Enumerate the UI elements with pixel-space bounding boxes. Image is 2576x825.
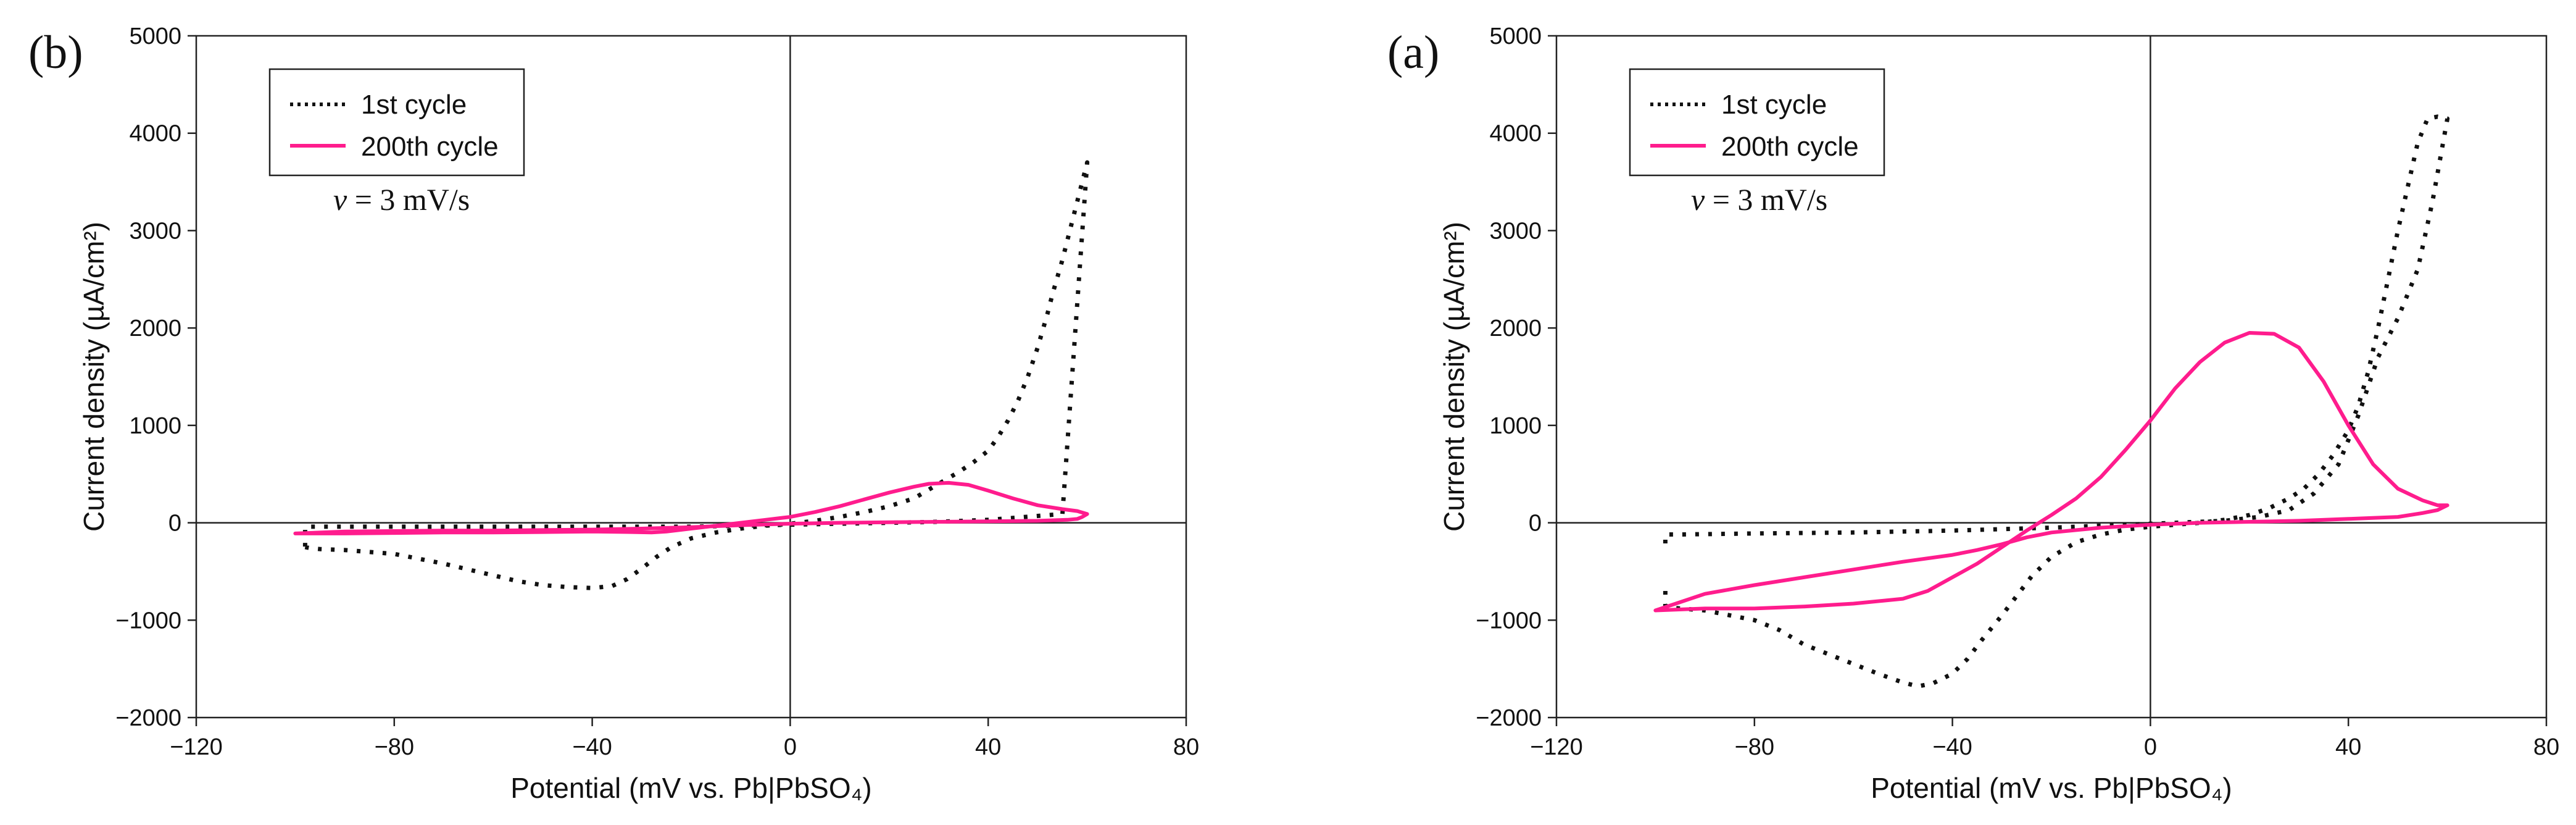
plot-frame xyxy=(195,35,1187,719)
x-tick-label: −40 xyxy=(572,734,612,760)
y-tick-label: 5000 xyxy=(1489,23,1542,49)
legend-box xyxy=(268,68,525,177)
series-first-cycle xyxy=(1663,114,2450,689)
y-tick-label: 5000 xyxy=(129,23,181,49)
y-axis-title: Current density (µA/cm²) xyxy=(78,222,110,532)
y-tick-label: 0 xyxy=(1529,511,1542,537)
y-tick-label: −1000 xyxy=(1476,608,1542,634)
legend-200th-cycle-label: 200th cycle xyxy=(361,132,499,162)
x-axis-title: Potential (mV vs. Pb|PbSO₄) xyxy=(1871,772,2232,804)
scan-rate-value: = 3 mV/s xyxy=(347,182,470,217)
plot-frame xyxy=(1555,35,2548,719)
series-first-cycle xyxy=(302,160,1090,590)
x-tick-label: −40 xyxy=(1932,734,1972,760)
y-tick-label: −1000 xyxy=(115,608,181,634)
x-tick-label: −80 xyxy=(375,734,414,760)
legend-first-cycle-label: 1st cycle xyxy=(1721,90,1827,120)
chart-panel-b: (b) −120 −80 −40 0 40 80 −2000 −1000 0 1000 2000 30… xyxy=(28,23,1199,804)
series-200th-cycle xyxy=(293,480,1089,535)
y-tick-label: 4000 xyxy=(129,121,181,147)
x-tick-label: 80 xyxy=(1173,734,1199,760)
legend-200th-cycle-label: 200th cycle xyxy=(1721,132,1859,162)
y-tick-label: 2000 xyxy=(129,316,181,341)
y-tick-label: 0 xyxy=(168,511,181,537)
x-axis-title: Potential (mV vs. Pb|PbSO₄) xyxy=(510,772,872,804)
y-tick-label: 1000 xyxy=(1489,413,1542,439)
x-tick-label: 0 xyxy=(2144,734,2157,760)
panel-label: (a) xyxy=(1387,27,1439,78)
chart-panel-a: (a) −120 −80 −40 0 40 80 −2000 −1000 0 1000 2000 30… xyxy=(1387,23,2559,804)
x-tick-label: 40 xyxy=(975,734,1001,760)
x-tick-label: −120 xyxy=(1530,734,1583,760)
y-tick-label: 3000 xyxy=(1489,218,1542,244)
scan-rate-value: = 3 mV/s xyxy=(1705,182,1827,217)
series-200th-cycle xyxy=(1653,331,2449,613)
scan-rate-annotation: v = 3 mV/s xyxy=(333,182,470,217)
scan-rate-annotation: v = 3 mV/s xyxy=(1691,182,1827,217)
scan-rate-symbol: v xyxy=(333,182,347,217)
y-tick-label: 3000 xyxy=(129,218,181,244)
panel-label: (b) xyxy=(28,27,83,78)
x-tick-label: 40 xyxy=(2335,734,2361,760)
y-tick-label: −2000 xyxy=(115,705,181,731)
y-tick-label: 2000 xyxy=(1489,316,1542,341)
legend-box xyxy=(1629,68,1885,177)
x-tick-label: 80 xyxy=(2533,734,2559,760)
y-tick-label: −2000 xyxy=(1476,705,1542,731)
y-axis-title: Current density (µA/cm²) xyxy=(1438,222,1470,532)
legend: 1st cycle 200th cycle xyxy=(268,68,525,177)
x-tick-label: −80 xyxy=(1735,734,1774,760)
scan-rate-symbol: v xyxy=(1691,182,1705,217)
legend: 1st cycle 200th cycle xyxy=(1629,68,1885,177)
x-tick-label: −120 xyxy=(170,734,223,760)
y-tick-label: 4000 xyxy=(1489,121,1542,147)
legend-first-cycle-label: 1st cycle xyxy=(361,90,467,120)
y-tick-label: 1000 xyxy=(129,413,181,439)
x-tick-label: 0 xyxy=(784,734,797,760)
